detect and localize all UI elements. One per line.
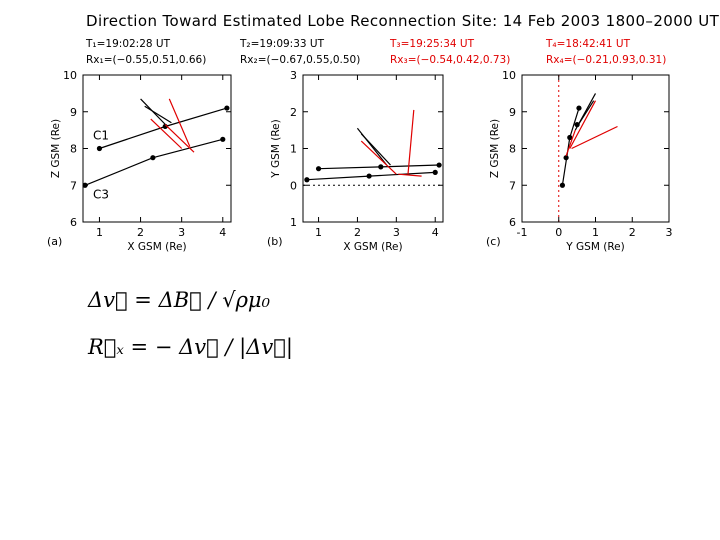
panel-1-xtick-label: 2 <box>137 226 144 239</box>
panel-3-ytick-label: 10 <box>502 69 516 82</box>
panel-2-point <box>366 173 372 179</box>
panel-1-annotation: C3 <box>93 187 109 201</box>
panel-1-ytick-label: 10 <box>63 69 77 82</box>
panel-2-ytick-label: 1 <box>290 143 297 156</box>
panel-1-annotation: C1 <box>93 129 109 143</box>
panel-2-ytick-label: 2 <box>290 106 297 119</box>
header-t3: T₃=19:25:34 UT Rx₃=(−0.54,0.42,0.73) <box>390 36 510 68</box>
equation-rx: R⃗ₓ = − Δv⃗ / |Δv⃗| <box>88 335 293 359</box>
panel-2-point <box>304 177 310 183</box>
header-t3-rx: Rx₃=(−0.54,0.42,0.73) <box>390 54 511 66</box>
panel-3-point <box>563 155 569 161</box>
panel-3-point <box>576 105 582 111</box>
panel-2-series-7 <box>398 173 422 177</box>
panel-3-series-6 <box>565 129 576 157</box>
panel-1-ytick-label: 8 <box>70 143 77 156</box>
panel-2-series-6 <box>407 109 415 175</box>
panel-1-ytick-label: 6 <box>70 216 77 229</box>
panel-2-point <box>378 164 384 170</box>
panel-1-point <box>96 145 103 152</box>
panel-1-series-5 <box>168 98 191 147</box>
panel-1-point <box>150 155 156 161</box>
panel-1-xtick-label: 4 <box>219 226 226 239</box>
panel-3-ytick-label: 7 <box>509 179 516 192</box>
panel-2-label: (b) <box>267 235 283 248</box>
header-t4-rx: Rx₄=(−0.21,0.93,0.31) <box>546 54 667 66</box>
panel-2-ylabel: Y GSM (Re) <box>270 119 282 178</box>
panel-2-ytick-label: 1 <box>290 216 297 229</box>
panel-3-series-4 <box>569 100 597 149</box>
panel-1-series-4 <box>144 105 172 124</box>
panel-3-point <box>559 182 566 188</box>
header-t4: T₄=18:42:41 UT Rx₄=(−0.21,0.93,0.31) <box>546 36 666 68</box>
panel-1-series-6 <box>164 124 195 153</box>
header-t1-rx: Rx₁=(−0.55,0.51,0.66) <box>86 54 207 66</box>
panel-1-xtick-label: 3 <box>178 226 185 239</box>
panel-1-series-1 <box>99 107 228 150</box>
header-t2-time: T₂=19:09:33 UT <box>240 38 325 50</box>
header-t2: T₂=19:09:33 UT Rx₂=(−0.67,0.55,0.50) <box>240 36 360 68</box>
panel-3-xtick-label: -1 <box>517 226 528 239</box>
panel-3-ytick-label: 8 <box>509 143 516 156</box>
panel-3-ylabel: Z GSM (Re) <box>489 119 501 178</box>
panel-3-series-5 <box>571 125 618 150</box>
equation-velocity: Δv⃗ = ΔB⃗ / √ρμ₀ <box>88 288 270 312</box>
panel-2-ytick-label: 3 <box>290 69 297 82</box>
panel-1-series-7 <box>150 118 183 149</box>
panel-2-point <box>432 169 438 175</box>
panel-2-point <box>436 162 442 168</box>
panel-1-series-3 <box>140 98 168 127</box>
header-t4-time: T₄=18:42:41 UT <box>546 38 631 50</box>
panel-1-ytick-label: 7 <box>70 179 77 192</box>
panel-3-xtick-label: 0 <box>555 226 562 239</box>
panel-3-series-3 <box>576 100 595 127</box>
panel-3-ytick-label: 6 <box>509 216 516 229</box>
panel-1-point <box>220 136 226 142</box>
header-t1: T₁=19:02:28 UT Rx₁=(−0.55,0.51,0.66) <box>86 36 206 68</box>
panel-3-ytick-label: 9 <box>509 106 516 119</box>
panel-3-label: (c) <box>486 235 501 248</box>
panel-3-xtick-label: 1 <box>592 226 599 239</box>
header-t2-rx: Rx₂=(−0.67,0.55,0.50) <box>240 54 361 66</box>
panel-2-xtick-label: 1 <box>315 226 322 239</box>
panel-1-point <box>82 182 88 188</box>
panel-2-series-5 <box>360 140 397 175</box>
header-t3-time: T₃=19:25:34 UT <box>390 38 475 50</box>
panel-2-xlabel: X GSM (Re) <box>343 241 402 253</box>
panel-3-frame <box>521 74 670 223</box>
panel-1-xlabel: X GSM (Re) <box>127 241 186 253</box>
panel-1-ytick-label: 9 <box>70 106 77 119</box>
panel-3-point <box>567 134 573 141</box>
panel-1-ylabel: Z GSM (Re) <box>50 119 62 178</box>
panel-3-xtick-label: 2 <box>629 226 636 239</box>
panel-1-label: (a) <box>47 235 62 248</box>
panel-2-ytick-label: 0 <box>290 179 297 192</box>
panel-3-xtick-label: 3 <box>666 226 673 239</box>
panel-2-xtick-label: 3 <box>393 226 400 239</box>
panel-1-xtick-label: 1 <box>96 226 103 239</box>
panel-3-xlabel: Y GSM (Re) <box>565 241 624 253</box>
header-t1-time: T₁=19:02:28 UT <box>86 38 171 50</box>
panel-2-point <box>315 166 322 172</box>
panel-1-point <box>224 105 230 111</box>
panel-2-xtick-label: 2 <box>354 226 361 239</box>
figure-title: Direction Toward Estimated Lobe Reconnec… <box>86 12 720 30</box>
panel-2-series-4 <box>360 133 391 166</box>
panel-2-xtick-label: 4 <box>432 226 439 239</box>
